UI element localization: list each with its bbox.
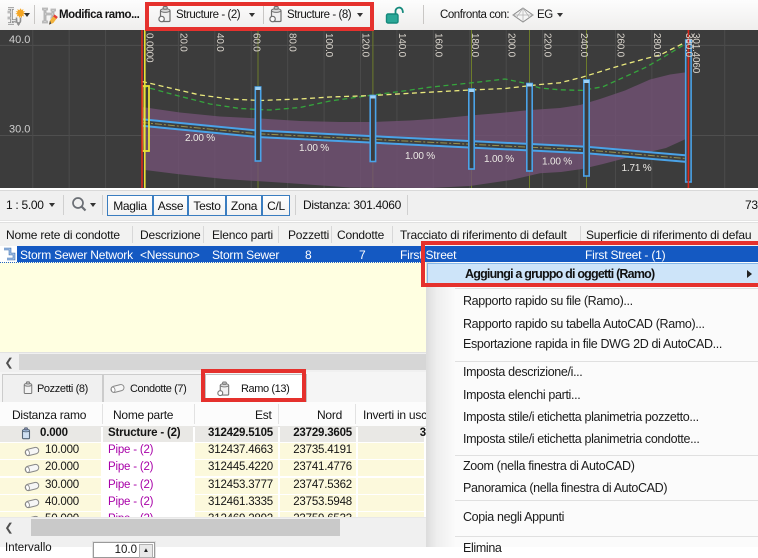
- svg-text:220.0: 220.0: [542, 33, 553, 58]
- svg-text:301.4060: 301.4060: [690, 33, 701, 74]
- svg-text:260.0: 260.0: [615, 33, 626, 58]
- svg-text:240.0: 240.0: [578, 33, 589, 58]
- svg-text:30.0: 30.0: [9, 124, 30, 136]
- svg-text:40.0: 40.0: [214, 33, 225, 52]
- svg-text:40.0: 40.0: [9, 34, 30, 46]
- svg-text:1.00 %: 1.00 %: [299, 143, 329, 154]
- svg-text:120.0: 120.0: [359, 33, 370, 58]
- svg-text:200.0: 200.0: [505, 33, 516, 58]
- svg-text:280.0: 280.0: [651, 33, 662, 58]
- svg-text:1.00 %: 1.00 %: [484, 154, 514, 165]
- svg-text:2.00 %: 2.00 %: [185, 133, 215, 144]
- svg-text:1.00 %: 1.00 %: [542, 157, 572, 168]
- svg-text:140.0: 140.0: [396, 33, 407, 58]
- svg-text:80.0: 80.0: [287, 33, 298, 52]
- svg-text:180.0: 180.0: [469, 33, 480, 58]
- svg-text:160.0: 160.0: [432, 33, 443, 58]
- svg-text:0.0000: 0.0000: [144, 33, 155, 63]
- svg-text:1.00 %: 1.00 %: [405, 151, 435, 162]
- svg-text:300.0: 300.0: [683, 33, 694, 58]
- svg-text:20.0: 20.0: [177, 33, 188, 52]
- svg-text:100.0: 100.0: [323, 33, 334, 58]
- svg-text:60.0: 60.0: [250, 33, 261, 52]
- svg-text:1.71 %: 1.71 %: [622, 163, 652, 174]
